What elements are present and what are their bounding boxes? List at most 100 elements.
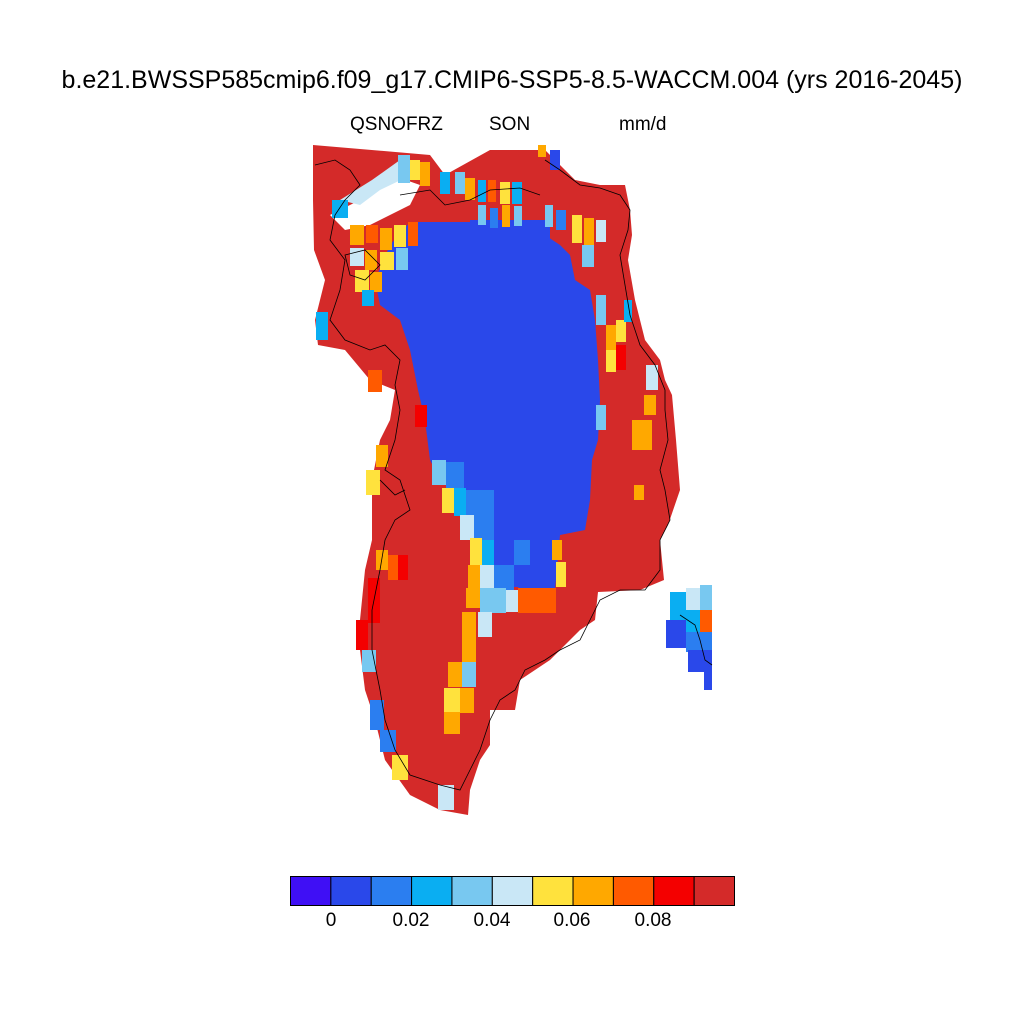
cell — [388, 555, 398, 580]
cell — [502, 205, 510, 227]
colorbar-box — [612, 876, 655, 906]
cell — [666, 620, 686, 648]
cell — [596, 405, 606, 430]
cell — [362, 290, 374, 306]
field-cells — [313, 145, 680, 815]
cell — [396, 248, 408, 270]
colorbar-box — [693, 876, 735, 906]
cell — [474, 515, 494, 540]
colorbar-tick-label: 0.06 — [553, 910, 591, 931]
cell — [444, 688, 460, 713]
cell — [550, 150, 560, 170]
cell — [380, 730, 396, 752]
cell — [688, 650, 712, 672]
cell — [556, 562, 566, 587]
cell — [410, 160, 420, 180]
cell — [394, 225, 406, 247]
cell — [468, 565, 480, 590]
cell — [444, 712, 460, 734]
cell — [462, 662, 476, 687]
cell — [606, 325, 616, 350]
cell — [440, 172, 450, 194]
colorbar-tick-label: 0.02 — [392, 910, 430, 931]
cell — [466, 490, 494, 518]
colorbar-box — [451, 876, 493, 906]
coastline — [314, 159, 713, 791]
cell — [634, 485, 644, 500]
cell — [478, 180, 486, 202]
iceland-cells — [666, 585, 712, 690]
colorbar-box — [653, 876, 695, 906]
cell — [584, 218, 594, 246]
colorbar-tick-label: 0.04 — [473, 910, 511, 931]
cell — [432, 460, 446, 485]
cell — [494, 565, 514, 590]
cell — [482, 540, 494, 565]
cell — [686, 588, 700, 613]
cell — [460, 688, 474, 713]
colorbar-box — [290, 876, 332, 906]
cell — [448, 662, 462, 687]
cell — [380, 252, 394, 270]
cell — [316, 312, 328, 340]
cell — [380, 228, 392, 250]
cell — [470, 538, 482, 566]
cell — [366, 470, 380, 495]
cell — [518, 588, 556, 613]
cell — [460, 515, 474, 540]
cell — [350, 225, 364, 245]
cell — [582, 245, 594, 267]
cell — [365, 250, 377, 270]
cell — [646, 365, 658, 390]
cell — [398, 155, 410, 183]
cell — [686, 610, 700, 635]
cell — [704, 672, 712, 690]
cell — [545, 205, 553, 227]
cell — [500, 182, 510, 204]
colorbar-tick-label: 0.08 — [634, 910, 672, 931]
cell — [376, 445, 388, 467]
cell — [362, 650, 376, 672]
cell — [616, 345, 626, 370]
cell — [398, 555, 408, 580]
units-label: mm/d — [619, 114, 667, 135]
colorbar-box — [330, 876, 372, 906]
cell — [415, 405, 427, 427]
cell — [512, 182, 522, 204]
cell — [356, 620, 368, 650]
cell — [552, 540, 562, 560]
cell — [538, 145, 546, 157]
cell — [465, 178, 475, 200]
cell — [370, 272, 382, 292]
cell — [490, 208, 498, 228]
cell — [392, 755, 408, 780]
colorbar-box — [370, 876, 413, 906]
cell — [355, 270, 369, 292]
plot-title: b.e21.BWSSP585cmip6.f09_g17.CMIP6-SSP5-8… — [61, 66, 963, 94]
cell — [446, 462, 464, 490]
colorbar-box — [491, 876, 534, 906]
cell — [370, 700, 384, 730]
variable-label: QSNOFRZ — [350, 114, 443, 135]
cell — [624, 300, 632, 322]
cell — [462, 640, 476, 662]
cell — [632, 420, 652, 450]
cell — [514, 540, 530, 565]
interior-blue-region — [375, 222, 600, 590]
cell — [480, 565, 494, 590]
cell — [478, 612, 492, 637]
cell — [488, 180, 496, 202]
cell — [368, 370, 382, 392]
colorbar-tick-label: 0 — [325, 910, 337, 931]
cell — [332, 200, 348, 218]
cell — [408, 222, 418, 246]
cell — [596, 295, 606, 325]
cell — [670, 592, 686, 622]
colorbar — [290, 876, 735, 906]
cell — [438, 785, 454, 810]
cell — [366, 225, 378, 243]
cell — [700, 610, 712, 635]
cell — [494, 540, 514, 565]
cell — [478, 205, 486, 225]
